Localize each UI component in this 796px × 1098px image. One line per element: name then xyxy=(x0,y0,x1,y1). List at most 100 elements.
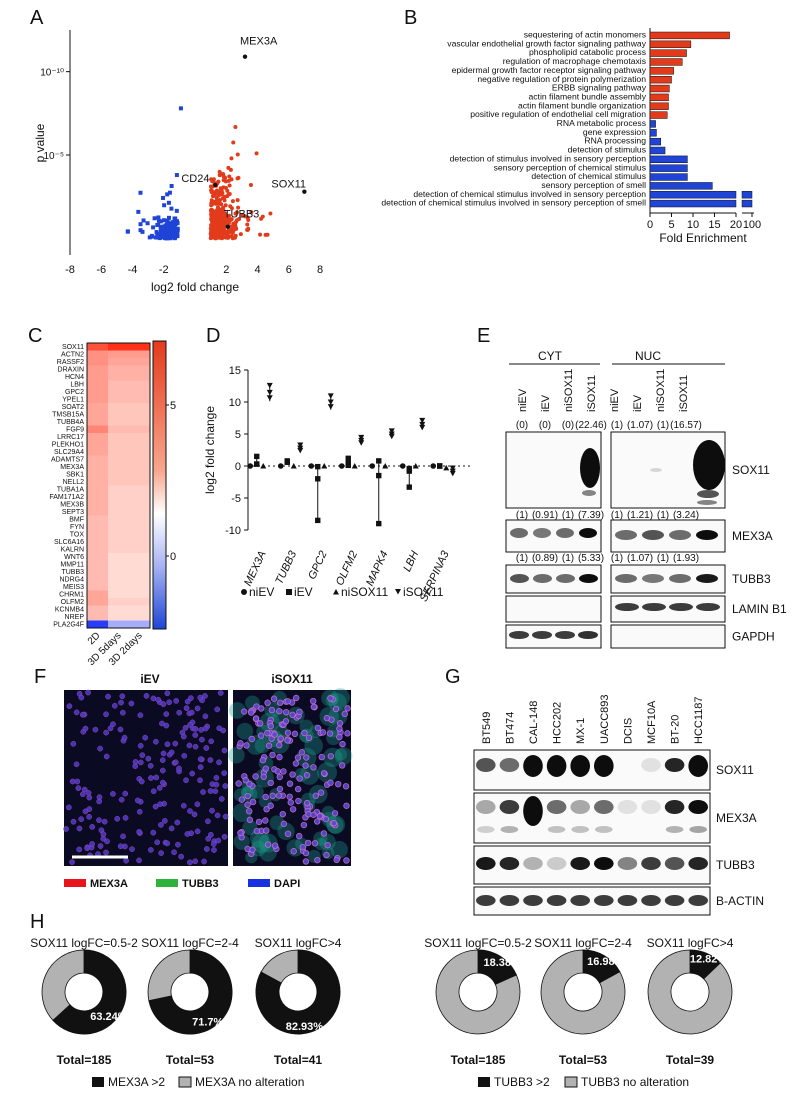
donut-slice-altered xyxy=(255,949,341,1035)
heatmap-cell xyxy=(108,380,130,389)
nucleus xyxy=(202,725,209,732)
heatmap-cell xyxy=(108,470,130,479)
nucleus xyxy=(309,697,317,705)
heatmap-cell xyxy=(87,530,109,539)
nucleus xyxy=(267,722,274,730)
nucleus xyxy=(271,842,279,849)
qpcr-point-nisox11 xyxy=(412,463,419,469)
nucleus xyxy=(257,732,265,739)
nucleus xyxy=(168,749,175,756)
heatmap-cell xyxy=(129,380,151,389)
go-bar xyxy=(649,31,730,40)
tubb3-stain xyxy=(334,747,353,765)
heatmap-row-label: PLA2G4F xyxy=(53,622,84,629)
blot-band xyxy=(641,800,661,814)
nucleus xyxy=(75,785,82,791)
volcano-x-tick-label: -4 xyxy=(128,264,138,276)
qpcr-gene-label: MEX3A xyxy=(242,549,269,588)
volcano-point-up xyxy=(231,140,236,145)
quant-sox11: (1) xyxy=(611,420,623,431)
go-term-label: vascular endothelial growth factor signa… xyxy=(447,38,646,48)
nucleus xyxy=(287,799,294,806)
nucleus xyxy=(122,790,129,797)
tubb3-stain xyxy=(304,736,323,756)
nucleus xyxy=(97,745,103,752)
heatmap-row-label: DRAXIN xyxy=(58,367,84,374)
nucleus xyxy=(303,799,311,807)
volcano-x-tick-label: 4 xyxy=(254,264,260,276)
heatmap-cell xyxy=(87,605,109,614)
nucleus xyxy=(319,729,327,736)
volcano-x-tick-label: -2 xyxy=(159,264,169,276)
nucleus xyxy=(150,695,157,702)
volcano-point-down xyxy=(172,236,177,241)
quant-mex3a: (1) xyxy=(657,510,669,521)
heatmap-cell xyxy=(108,433,130,441)
qpcr-point-isox11 xyxy=(266,395,273,401)
heatmap-row-label: SEPT3 xyxy=(62,509,84,516)
volcano-point-up xyxy=(215,217,220,222)
nucleus xyxy=(302,858,310,865)
nucleus xyxy=(145,755,152,762)
heatmap-cell xyxy=(129,538,151,546)
go-bar xyxy=(649,173,688,181)
tubb3-stain xyxy=(236,722,254,740)
heatmap-cell xyxy=(108,365,130,374)
volcano-point-up xyxy=(220,211,225,216)
nucleus xyxy=(104,838,110,845)
nucleus xyxy=(66,804,72,811)
nucleus xyxy=(264,699,271,706)
nucleus xyxy=(276,753,283,761)
donut-title: SOX11 logFC=0.5-2 xyxy=(424,936,532,950)
qpcr-legend-marker xyxy=(395,589,401,595)
tubb3-stain xyxy=(254,737,271,754)
heatmap-cell xyxy=(87,500,109,509)
heatmap-cell xyxy=(129,350,151,359)
qpcr-legend-marker xyxy=(333,589,339,595)
heatmap-cell xyxy=(129,373,151,381)
microscopy-legend-label: DAPI xyxy=(274,878,300,890)
nucleus xyxy=(164,690,171,697)
donut-slice-unaltered xyxy=(260,949,299,984)
nucleus xyxy=(117,843,124,850)
volcano-point-up xyxy=(224,234,229,239)
quant-sox11: (0) xyxy=(562,420,574,431)
nucleus xyxy=(103,729,109,736)
heatmap-cell xyxy=(129,463,151,471)
heatmap-cell xyxy=(129,358,151,366)
volcano-point-up xyxy=(211,191,216,196)
heatmap-cell xyxy=(129,568,151,576)
heatmap-cell xyxy=(129,598,151,606)
donut-total: Total=53 xyxy=(559,1053,607,1067)
volcano-point-down xyxy=(174,229,179,234)
volcano-point-down xyxy=(175,234,180,239)
nucleus xyxy=(292,694,300,702)
go-bar xyxy=(649,191,737,199)
volcano-point-up xyxy=(218,207,223,212)
nucleus xyxy=(160,750,167,757)
nucleus xyxy=(331,810,339,817)
nucleus xyxy=(128,700,135,707)
nucleus xyxy=(136,857,142,864)
qpcr-point-isox11 xyxy=(388,433,395,440)
blot-band xyxy=(546,895,567,906)
volcano-point-up xyxy=(234,210,239,215)
nucleus xyxy=(237,740,244,747)
nucleus xyxy=(92,726,99,733)
blot-lane-label: niSOX11 xyxy=(563,369,575,412)
nucleus xyxy=(201,858,207,865)
nucleus xyxy=(85,790,92,796)
nucleus xyxy=(289,771,296,778)
qpcr-gene-label: OLFM2 xyxy=(334,549,360,587)
heatmap-cell xyxy=(87,493,109,501)
nucleus xyxy=(79,711,86,718)
volcano-point-up xyxy=(233,226,238,231)
quant-mex3a: (1) xyxy=(562,510,574,521)
heatmap-cell xyxy=(129,478,151,486)
volcano-point-down xyxy=(152,216,157,221)
heatmap-col-label: 2D xyxy=(86,630,103,647)
volcano-point-down xyxy=(163,223,168,228)
nucleus xyxy=(244,792,251,800)
volcano-label-tubb3: TUBB3 xyxy=(224,209,259,221)
heatmap-cell xyxy=(129,583,151,591)
